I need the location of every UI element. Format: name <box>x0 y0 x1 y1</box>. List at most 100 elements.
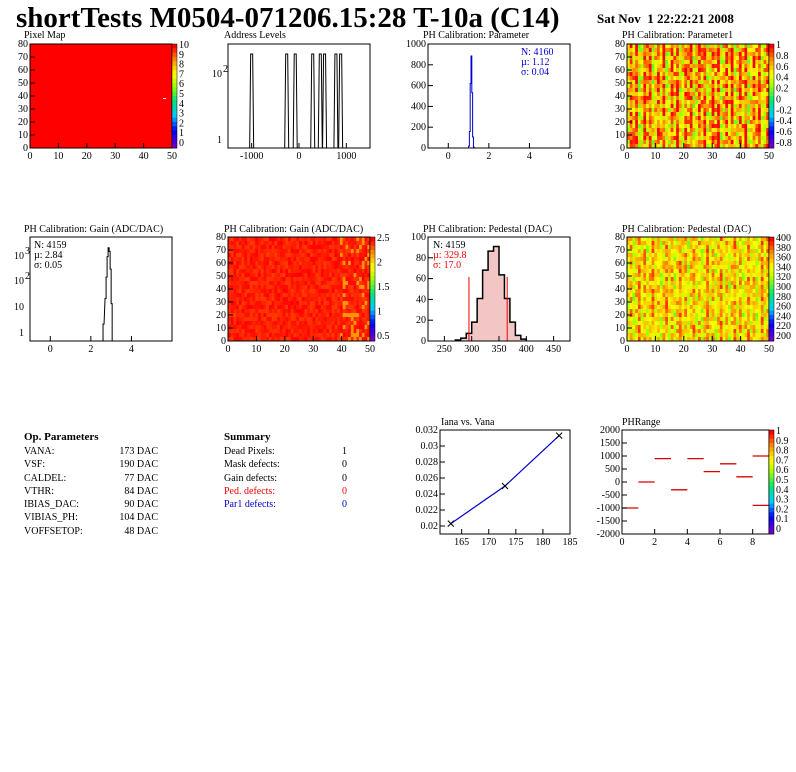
pedestal-map-cell <box>637 249 642 254</box>
parameter1-map-cell <box>684 132 688 137</box>
gain-map-cell <box>233 285 237 290</box>
z-tick-label: 3 <box>179 109 184 120</box>
pedestal-map-cell <box>627 265 631 270</box>
pedestal-map-cell <box>763 281 767 286</box>
gain-map-cell <box>339 237 344 242</box>
pedestal-map-cell <box>758 245 762 250</box>
gain-map-colorbar-cell <box>370 293 375 299</box>
parameter1-map-cell <box>681 68 685 73</box>
pedestal-map-cell <box>681 257 685 262</box>
gain-map-cell <box>249 285 253 290</box>
pedestal-map-cell <box>689 325 693 330</box>
y-tick-label: 20 <box>216 310 226 321</box>
gain-map-cell <box>296 273 300 278</box>
gain-map-cell <box>364 289 368 294</box>
parameter1-map-cell <box>678 64 683 69</box>
parameter1-map-cell <box>708 108 713 113</box>
parameter1-map-cell <box>760 100 764 105</box>
pedestal-map-cell <box>760 321 764 326</box>
gain-map-cell <box>356 301 360 306</box>
pedestal-map-cell <box>725 293 729 298</box>
gain-map-cell <box>288 289 292 294</box>
pedestal-map-colorbar-cell <box>769 315 774 320</box>
parameter1-map-cell <box>711 48 715 53</box>
pedestal-map-cell <box>643 293 647 298</box>
pedestal-map-cell <box>678 285 683 290</box>
parameter1-map-cell <box>684 64 688 69</box>
gain-map-cell <box>345 285 349 290</box>
pedestal-map-cell <box>738 269 743 274</box>
pixel-map-colorbar-cell <box>172 122 177 127</box>
pedestal-map-cell <box>747 325 751 330</box>
parameter1-map-cell <box>632 100 636 105</box>
gain-map-cell <box>271 337 275 342</box>
pedestal-map-cell <box>667 269 672 274</box>
parameter1-map-cell <box>662 124 666 129</box>
parameter1-map-cell <box>657 72 661 77</box>
gain-map-cell <box>258 245 262 250</box>
pedestal-map-cell <box>687 261 691 266</box>
parameter1-map-cell <box>684 80 688 85</box>
pedestal-map-cell <box>755 317 759 322</box>
parameter1-map-cell <box>657 84 661 89</box>
parameter1-map-cell <box>698 76 702 81</box>
gain-map-cell <box>282 293 286 298</box>
pedestal-map-colorbar-cell <box>769 250 774 255</box>
address-level-peak <box>310 53 316 149</box>
pedestal-map-cell <box>681 337 685 342</box>
parameter1-map-cell <box>627 96 631 101</box>
gain-map-cell <box>315 317 319 322</box>
x-tick-label: 2 <box>88 344 93 355</box>
parameter1-map-cell <box>730 56 734 61</box>
gain-map-cell <box>361 337 365 342</box>
pedestal-map-cell <box>714 265 718 270</box>
pedestal-map-cell <box>692 241 696 246</box>
parameter1-map-cell <box>725 68 729 73</box>
parameter1-map-cell <box>728 48 732 53</box>
pedestal-map-cell <box>706 321 710 326</box>
parameter1-map-cell <box>632 112 636 117</box>
gain-map-cell <box>263 257 267 262</box>
parameter1-map-cell <box>627 136 631 141</box>
gain-map-cell <box>356 325 360 330</box>
summary-key: Ped. defects: <box>224 485 276 497</box>
gain-map-cell <box>348 257 352 262</box>
parameter1-map-cell <box>760 48 764 53</box>
gain-map-cell <box>320 281 324 286</box>
gain-map-cell <box>244 277 248 282</box>
parameter1-map-cell <box>662 56 666 61</box>
pedestal-map-cell <box>733 305 737 310</box>
parameter1-map-cell <box>667 68 672 73</box>
gain-map-cell <box>326 265 330 270</box>
pedestal-map-cell <box>654 241 658 246</box>
parameter1-map-cell <box>692 108 696 113</box>
parameter1-map-cell <box>760 128 764 133</box>
pedestal-map-cell <box>708 285 713 290</box>
gain-map-cell <box>258 281 262 286</box>
pedestal-map-cell <box>703 257 707 262</box>
parameter1-map-cell <box>692 48 696 53</box>
parameter1-map-cell <box>687 52 691 57</box>
pedestal-map-cell <box>725 257 729 262</box>
parameter1-map-cell <box>744 140 748 145</box>
parameter1-map-cell <box>717 88 721 93</box>
pedestal-map-cell <box>673 325 677 330</box>
parameter1-map-cell <box>744 44 748 49</box>
gain-map-cell <box>252 333 256 338</box>
gain-map-cell <box>282 325 286 330</box>
pedestal-map-cell <box>760 277 764 282</box>
pedestal-map-cell <box>681 329 685 334</box>
gain-map-cell <box>228 305 232 310</box>
pedestal-map-cell <box>657 289 661 294</box>
parameter1-map-cell <box>646 80 650 85</box>
gain-map-cell <box>361 313 365 318</box>
gain-map-cell <box>307 277 311 282</box>
gain-map-cell <box>334 237 338 242</box>
parameter1-map-cell <box>703 136 707 141</box>
gain-map-cell <box>266 253 270 258</box>
pedestal-map-cell <box>730 281 734 286</box>
parameter1-map-cell <box>695 144 699 149</box>
gain-map-cell <box>266 265 270 270</box>
z-tick-label: -0.6 <box>776 127 792 138</box>
